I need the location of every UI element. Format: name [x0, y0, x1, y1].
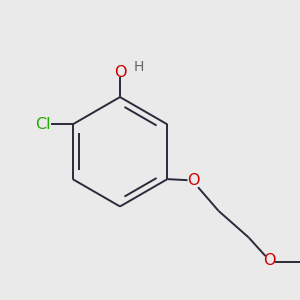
Text: O: O	[188, 173, 200, 188]
Text: O: O	[114, 65, 126, 80]
Text: H: H	[133, 60, 143, 74]
Text: Cl: Cl	[35, 117, 50, 132]
Text: O: O	[263, 253, 276, 268]
